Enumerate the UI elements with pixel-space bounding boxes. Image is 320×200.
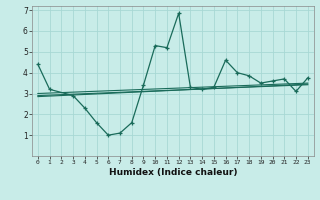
X-axis label: Humidex (Indice chaleur): Humidex (Indice chaleur) [108, 168, 237, 177]
